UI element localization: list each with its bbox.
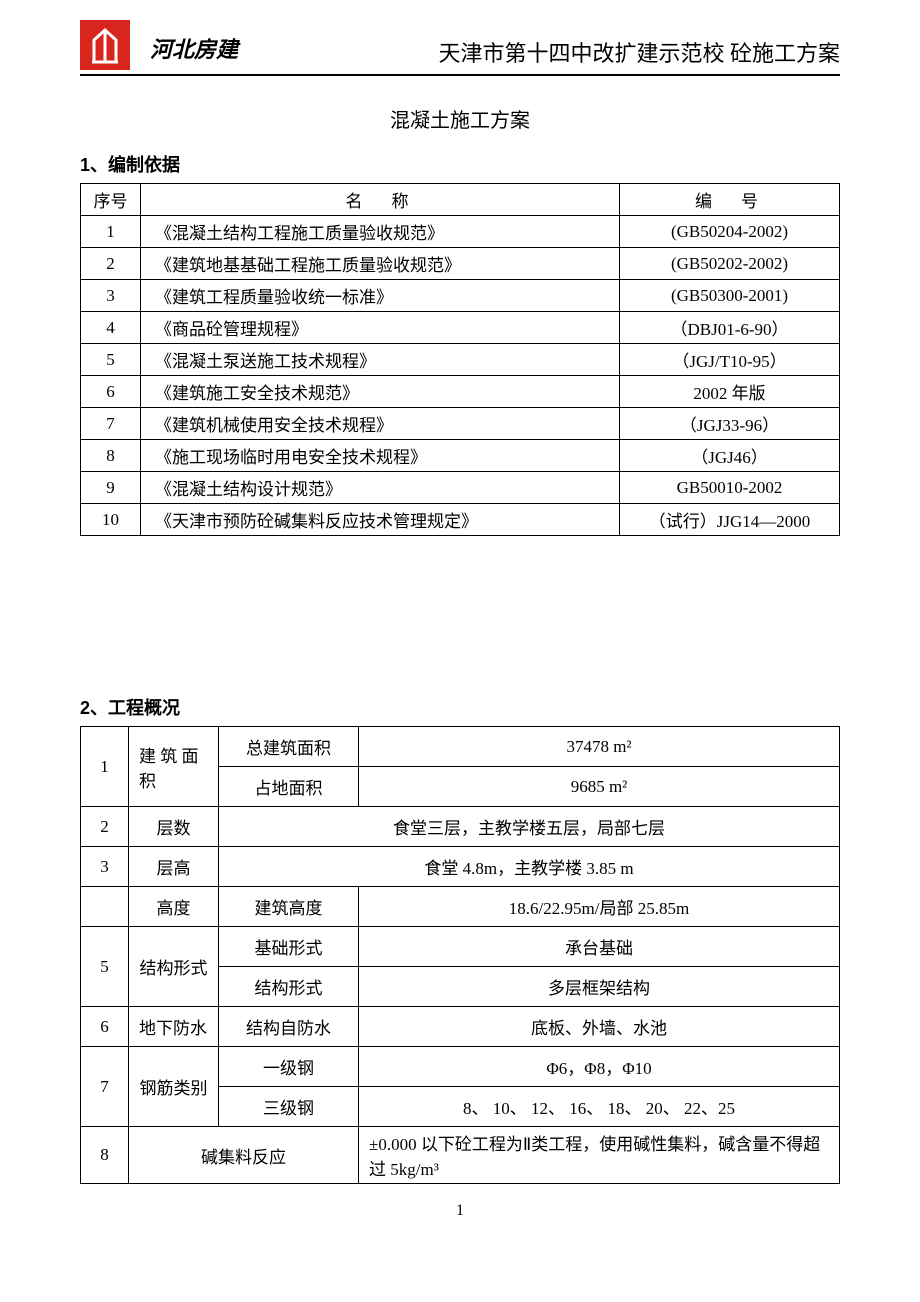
cell-index: 7: [81, 1047, 129, 1127]
cell-index: 6: [81, 1007, 129, 1047]
cell-index: 10: [81, 504, 141, 536]
cell-code: （DBJ01-6-90）: [620, 312, 840, 344]
table-row: 5 结构形式 基础形式 承台基础: [81, 927, 840, 967]
cell-name: 《天津市预防砼碱集料反应技术管理规定》: [141, 504, 620, 536]
cell-sublabel: 三级钢: [219, 1087, 359, 1127]
document-page: 河北房建 天津市第十四中改扩建示范校 砼施工方案 混凝土施工方案 1、编制依据 …: [0, 0, 920, 1260]
cell-index: [81, 887, 129, 927]
table-row: 1《混凝土结构工程施工质量验收规范》(GB50204-2002): [81, 216, 840, 248]
cell-index: 2: [81, 807, 129, 847]
brand-name: 河北房建: [150, 32, 238, 70]
cell-sublabel: 占地面积: [219, 767, 359, 807]
cell-index: 1: [81, 727, 129, 807]
cell-value: 18.6/22.95m/局部 25.85m: [359, 887, 840, 927]
cell-value: 承台基础: [359, 927, 840, 967]
cell-index: 8: [81, 1127, 129, 1184]
table-row: 6 地下防水 结构自防水 底板、外墙、水池: [81, 1007, 840, 1047]
table-row: 4《商品砼管理规程》（DBJ01-6-90）: [81, 312, 840, 344]
cell-sublabel: 结构自防水: [219, 1007, 359, 1047]
table-row: 高度 建筑高度 18.6/22.95m/局部 25.85m: [81, 887, 840, 927]
cell-name: 《建筑工程质量验收统一标准》: [141, 280, 620, 312]
header-title: 天津市第十四中改扩建示范校 砼施工方案: [438, 36, 840, 70]
table-row: 8《施工现场临时用电安全技术规程》（JGJ46）: [81, 440, 840, 472]
cell-name: 《混凝土泵送施工技术规程》: [141, 344, 620, 376]
cell-label: 钢筋类别: [129, 1047, 219, 1127]
cell-sublabel: 结构形式: [219, 967, 359, 1007]
col-header-index: 序号: [81, 184, 141, 216]
cell-value: 多层框架结构: [359, 967, 840, 1007]
section-2-heading: 2、工程概况: [80, 694, 840, 720]
overview-table: 1 建 筑 面 积 总建筑面积 37478 m² 占地面积 9685 m² 2 …: [80, 726, 840, 1184]
cell-code: (GB50300-2001): [620, 280, 840, 312]
col-header-code: 编 号: [620, 184, 840, 216]
cell-value: 食堂 4.8m，主教学楼 3.85 m: [219, 847, 840, 887]
cell-value: 9685 m²: [359, 767, 840, 807]
cell-label: 地下防水: [129, 1007, 219, 1047]
table-row: 2 层数 食堂三层，主教学楼五层，局部七层: [81, 807, 840, 847]
cell-label: 高度: [129, 887, 219, 927]
cell-sublabel: 总建筑面积: [219, 727, 359, 767]
table-row: 3《建筑工程质量验收统一标准》(GB50300-2001): [81, 280, 840, 312]
cell-sublabel: 基础形式: [219, 927, 359, 967]
cell-name: 《建筑施工安全技术规范》: [141, 376, 620, 408]
cell-name: 《混凝土结构工程施工质量验收规范》: [141, 216, 620, 248]
cell-index: 7: [81, 408, 141, 440]
cell-sublabel: 建筑高度: [219, 887, 359, 927]
cell-code: (GB50202-2002): [620, 248, 840, 280]
cell-index: 8: [81, 440, 141, 472]
cell-index: 5: [81, 344, 141, 376]
table-row: 7《建筑机械使用安全技术规程》（JGJ33-96）: [81, 408, 840, 440]
cell-label: 建 筑 面 积: [129, 727, 219, 807]
cell-value: 8、 10、 12、 16、 18、 20、 22、25: [359, 1087, 840, 1127]
col-header-name: 名 称: [141, 184, 620, 216]
cell-label: 结构形式: [129, 927, 219, 1007]
cell-label: 层高: [129, 847, 219, 887]
cell-value: 食堂三层，主教学楼五层，局部七层: [219, 807, 840, 847]
table-row: 7 钢筋类别 一级钢 Φ6，Φ8，Φ10: [81, 1047, 840, 1087]
cell-index: 2: [81, 248, 141, 280]
table-row: 3 层高 食堂 4.8m，主教学楼 3.85 m: [81, 847, 840, 887]
cell-sublabel: 一级钢: [219, 1047, 359, 1087]
cell-code: 2002 年版: [620, 376, 840, 408]
cell-index: 4: [81, 312, 141, 344]
table-row: 9《混凝土结构设计规范》GB50010-2002: [81, 472, 840, 504]
document-title: 混凝土施工方案: [80, 104, 840, 133]
cell-name: 《施工现场临时用电安全技术规程》: [141, 440, 620, 472]
cell-value: 底板、外墙、水池: [359, 1007, 840, 1047]
table-row: 10《天津市预防砼碱集料反应技术管理规定》（试行）JJG14—2000: [81, 504, 840, 536]
table-row: 6《建筑施工安全技术规范》2002 年版: [81, 376, 840, 408]
cell-code: (GB50204-2002): [620, 216, 840, 248]
cell-code: （JGJ/T10-95）: [620, 344, 840, 376]
cell-index: 1: [81, 216, 141, 248]
brand-logo: [80, 20, 130, 70]
cell-name: 《建筑地基基础工程施工质量验收规范》: [141, 248, 620, 280]
basis-table: 序号 名 称 编 号 1《混凝土结构工程施工质量验收规范》(GB50204-20…: [80, 183, 840, 536]
cell-code: （JGJ46）: [620, 440, 840, 472]
table-row: 1 建 筑 面 积 总建筑面积 37478 m²: [81, 727, 840, 767]
cell-index: 6: [81, 376, 141, 408]
table-row: 8 碱集料反应 ±0.000 以下砼工程为Ⅱ类工程，使用碱性集料，碱含量不得超过…: [81, 1127, 840, 1184]
cell-index: 5: [81, 927, 129, 1007]
cell-value: ±0.000 以下砼工程为Ⅱ类工程，使用碱性集料，碱含量不得超过 5kg/m³: [359, 1127, 840, 1184]
page-header: 河北房建 天津市第十四中改扩建示范校 砼施工方案: [80, 20, 840, 76]
cell-name: 《商品砼管理规程》: [141, 312, 620, 344]
page-number: 1: [80, 1202, 840, 1220]
cell-index: 9: [81, 472, 141, 504]
cell-code: GB50010-2002: [620, 472, 840, 504]
cell-index: 3: [81, 280, 141, 312]
table-row: 2《建筑地基基础工程施工质量验收规范》(GB50202-2002): [81, 248, 840, 280]
table-header-row: 序号 名 称 编 号: [81, 184, 840, 216]
cell-name: 《建筑机械使用安全技术规程》: [141, 408, 620, 440]
cell-value: Φ6，Φ8，Φ10: [359, 1047, 840, 1087]
cell-name: 《混凝土结构设计规范》: [141, 472, 620, 504]
cell-value: 37478 m²: [359, 727, 840, 767]
cell-label: 碱集料反应: [129, 1127, 359, 1184]
section-1-heading: 1、编制依据: [80, 151, 840, 177]
cell-code: （JGJ33-96）: [620, 408, 840, 440]
cell-index: 3: [81, 847, 129, 887]
table-row: 5《混凝土泵送施工技术规程》（JGJ/T10-95）: [81, 344, 840, 376]
cell-code: （试行）JJG14—2000: [620, 504, 840, 536]
cell-label: 层数: [129, 807, 219, 847]
logo-mark-icon: [90, 26, 120, 64]
